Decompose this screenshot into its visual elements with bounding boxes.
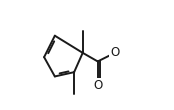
Text: O: O xyxy=(93,79,102,92)
Text: O: O xyxy=(110,46,120,59)
